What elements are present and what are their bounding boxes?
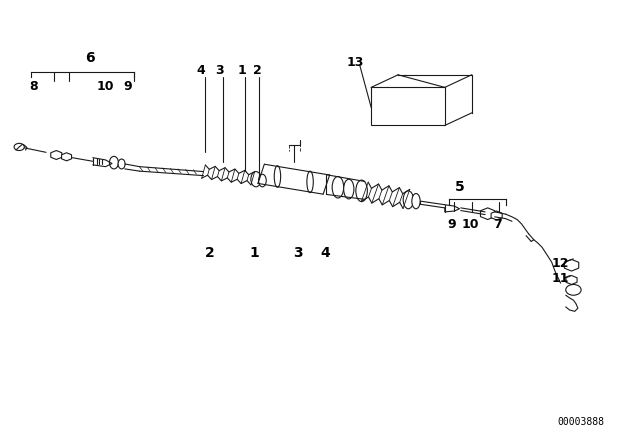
Text: 3: 3 — [215, 64, 224, 78]
Text: 1: 1 — [250, 246, 260, 260]
Text: 8: 8 — [29, 79, 38, 93]
Polygon shape — [564, 259, 579, 271]
Polygon shape — [566, 276, 577, 284]
Text: 9: 9 — [124, 79, 132, 93]
Text: 1: 1 — [237, 64, 246, 78]
Polygon shape — [491, 211, 502, 220]
Ellipse shape — [251, 172, 261, 187]
Text: 2: 2 — [205, 246, 215, 260]
Text: 4: 4 — [320, 246, 330, 260]
Ellipse shape — [118, 159, 125, 169]
Text: 5: 5 — [454, 180, 465, 194]
Text: 4: 4 — [196, 64, 205, 78]
Text: 13: 13 — [346, 56, 364, 69]
Ellipse shape — [332, 177, 344, 198]
Text: 9: 9 — [447, 218, 456, 232]
Polygon shape — [481, 208, 495, 220]
Ellipse shape — [109, 156, 118, 169]
Text: 2: 2 — [253, 64, 262, 78]
Text: 7: 7 — [493, 218, 502, 232]
Text: 11: 11 — [552, 272, 570, 285]
Text: 12: 12 — [552, 257, 570, 270]
Ellipse shape — [344, 179, 354, 199]
Ellipse shape — [403, 191, 413, 209]
Polygon shape — [61, 153, 72, 161]
Text: 6: 6 — [84, 51, 95, 65]
Polygon shape — [51, 151, 62, 159]
Ellipse shape — [412, 194, 420, 209]
Ellipse shape — [356, 180, 367, 202]
Text: 10: 10 — [97, 79, 115, 93]
Text: 10: 10 — [461, 218, 479, 232]
Text: 00003888: 00003888 — [557, 417, 605, 427]
Bar — [371, 87, 445, 125]
Text: 3: 3 — [292, 246, 303, 260]
Ellipse shape — [259, 174, 266, 187]
